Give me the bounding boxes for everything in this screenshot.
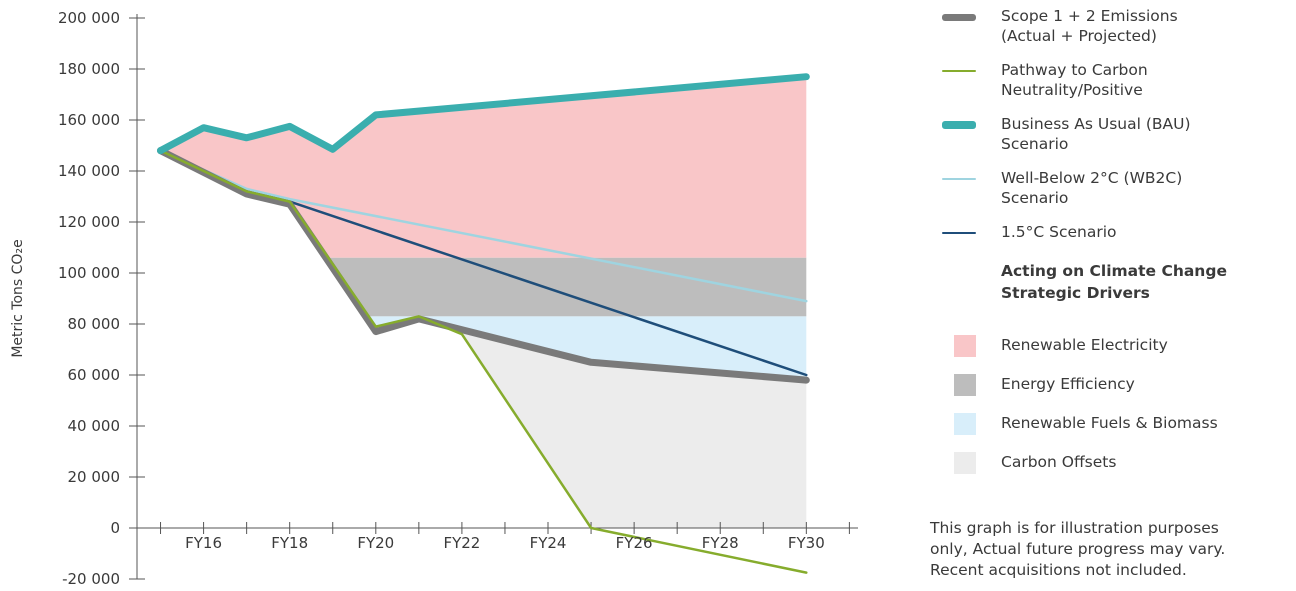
plot-lines — [157, 73, 810, 574]
x-tick-label: FY24 — [530, 534, 567, 552]
legend-line-label: Pathway to Carbon Neutrality/Positive — [1001, 61, 1148, 99]
legend-swatch — [954, 413, 976, 435]
legend-line-label: Well-Below 2°C (WB2C) Scenario — [1001, 169, 1183, 207]
legend-line-item: Well-Below 2°C (WB2C) Scenario — [938, 168, 1288, 222]
x-tick-label: FY26 — [616, 534, 653, 552]
legend-line-item: Business As Usual (BAU) Scenario — [938, 114, 1288, 168]
plot-areas — [160, 76, 807, 528]
series-line-2 — [157, 73, 810, 155]
legend-line-marker — [942, 178, 976, 180]
legend-drivers: Renewable Electricity Energy Efficiency Re… — [938, 332, 1288, 488]
chart-axes — [129, 14, 858, 580]
legend-driver-label: Energy Efficiency — [1001, 375, 1135, 393]
legend-line-item: 1.5°C Scenario — [938, 222, 1288, 256]
legend-line-marker — [942, 232, 976, 234]
legend-line-label: Scope 1 + 2 Emissions (Actual + Projecte… — [1001, 7, 1178, 45]
legend-driver-item: Carbon Offsets — [938, 449, 1288, 488]
y-tick-label: 140 000 — [58, 162, 120, 180]
illustration-note: This graph is for illustration purposes … — [930, 519, 1226, 579]
drivers-heading-text: Acting on Climate Change Strategic Drive… — [1001, 262, 1227, 302]
y-tick-label: 100 000 — [58, 264, 120, 282]
y-axis-title: Metric Tons CO₂e — [10, 239, 26, 357]
x-tick-label: FY22 — [443, 534, 480, 552]
y-tick-label: 0 — [110, 519, 120, 537]
legend-driver-label: Renewable Fuels & Biomass — [1001, 414, 1218, 432]
legend-line-item: Scope 1 + 2 Emissions (Actual + Projecte… — [938, 6, 1288, 60]
y-tick-label: 180 000 — [58, 60, 120, 78]
x-tick-label: FY28 — [702, 534, 739, 552]
legend-driver-label: Carbon Offsets — [1001, 453, 1117, 471]
legend-line-marker — [942, 13, 976, 21]
legend-driver-item: Renewable Fuels & Biomass — [938, 410, 1288, 449]
legend-line-label: Business As Usual (BAU) Scenario — [1001, 115, 1191, 153]
axis-labels: 200 000 180 000 160 000 140 000 120 000 100 0… — [10, 9, 825, 588]
legend-swatch — [954, 335, 976, 357]
legend-line-marker — [942, 121, 976, 129]
area-carbon-offsets — [418, 316, 807, 528]
y-tick-label: 80 000 — [68, 315, 121, 333]
y-tick-label: 120 000 — [58, 213, 120, 231]
y-tick-label: 40 000 — [68, 417, 121, 435]
x-tick-label: FY30 — [788, 534, 825, 552]
drivers-heading: Acting on Climate Change Strategic Drive… — [938, 256, 1288, 332]
y-tick-label: 60 000 — [68, 366, 121, 384]
legend-lines: Scope 1 + 2 Emissions (Actual + Projecte… — [938, 6, 1288, 256]
x-tick-label: FY18 — [271, 534, 308, 552]
x-tick-label: FY16 — [185, 534, 222, 552]
legend-line-marker — [942, 70, 976, 72]
legend-driver-item: Renewable Electricity — [938, 332, 1288, 371]
legend-driver-label: Renewable Electricity — [1001, 336, 1168, 354]
legend-line-label: 1.5°C Scenario — [1001, 223, 1117, 241]
area-energy-efficiency — [325, 257, 807, 317]
legend-line-item: Pathway to Carbon Neutrality/Positive — [938, 60, 1288, 114]
legend-swatch — [954, 374, 976, 396]
y-tick-label: 160 000 — [58, 111, 120, 129]
y-tick-label: 20 000 — [68, 468, 121, 486]
x-tick-label: FY20 — [357, 534, 394, 552]
chart-legend: Scope 1 + 2 Emissions (Actual + Projecte… — [938, 6, 1288, 488]
legend-swatch — [954, 452, 976, 474]
series-line-1 — [159, 149, 808, 574]
emissions-chart: 200 000 180 000 160 000 140 000 120 000 100 0… — [10, 9, 858, 588]
y-tick-label: 200 000 — [58, 9, 120, 27]
series-line-0 — [157, 147, 810, 384]
legend-driver-item: Energy Efficiency — [938, 371, 1288, 410]
y-tick-label: -20 000 — [62, 570, 120, 588]
